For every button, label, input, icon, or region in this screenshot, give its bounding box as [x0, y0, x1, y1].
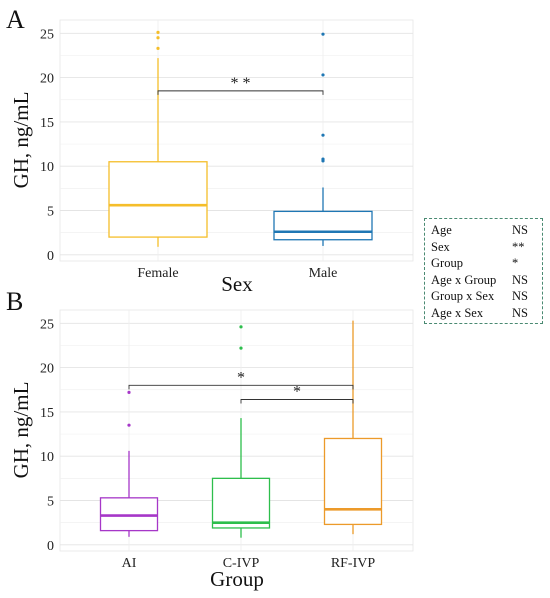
outlier-point [127, 423, 131, 427]
stat-row: Age x Group NS [431, 272, 538, 289]
x-tick-label: Female [137, 266, 178, 281]
iqr-box [273, 210, 373, 241]
stat-row: Age x Sex NS [431, 305, 538, 322]
x-tick-label: AI [122, 556, 137, 571]
iqr-box [99, 497, 159, 532]
y-tick-label: 5 [47, 204, 54, 219]
stat-significance: NS [512, 223, 528, 237]
stat-row: Group x Sex NS [431, 288, 538, 305]
outlier-point [321, 32, 325, 36]
y-tick-label: 20 [40, 72, 54, 87]
significance-label: * [293, 383, 301, 400]
x-tick-label: Male [309, 266, 338, 281]
stat-term: Sex [431, 239, 450, 254]
y-tick-label: 20 [40, 362, 54, 377]
outlier-point [156, 30, 160, 35]
significance-bracket: * * [157, 75, 324, 95]
x-tick-label: RF-IVP [331, 556, 376, 571]
y-tick-label: 25 [40, 317, 54, 332]
outlier-point [239, 325, 243, 329]
stat-row: Sex ** [431, 239, 538, 256]
stat-significance: * [512, 256, 519, 271]
panel-a-plot: 0 5 10 15 20 25 Female Male * * [40, 20, 413, 281]
outlier-point [156, 36, 160, 40]
stat-significance: NS [512, 305, 528, 320]
significance-label: * * [231, 75, 251, 92]
stat-term: Group x Sex [431, 289, 495, 304]
significance-bracket: * [128, 369, 354, 390]
stat-significance: ** [512, 239, 525, 254]
box-c-ivp [211, 325, 271, 538]
iqr-box [211, 477, 271, 529]
box-male [273, 32, 373, 246]
y-tick-label: 15 [40, 406, 54, 421]
panel-a-y-axis-title: GH, ng/mL [9, 92, 33, 189]
stat-row: Group * [431, 255, 538, 272]
y-tick-label: 0 [47, 539, 54, 554]
panel-b-plot: 0 5 10 15 20 25 AI C-IVP RF-IVP * * [40, 310, 413, 571]
box-female [108, 30, 208, 247]
y-tick-label: 10 [40, 450, 54, 465]
panel-letter-b: B [6, 287, 23, 316]
y-tick-label: 25 [40, 27, 54, 42]
box-rf-ivp [323, 320, 383, 535]
stats-legend-box: Age NS Sex ** Group * Age x Group NS Group x Sex… [424, 218, 543, 324]
stat-term: Age [431, 223, 452, 237]
outlier-point [239, 346, 243, 350]
panel-b-x-axis-title: Group [210, 567, 264, 591]
outlier-point [321, 133, 325, 137]
bracket-line [128, 384, 354, 390]
iqr-box [323, 437, 383, 526]
panel-b-y-axis-title: GH, ng/mL [9, 382, 33, 479]
x-tick-label: C-IVP [223, 556, 260, 571]
stat-term: Age x Sex [431, 305, 484, 320]
stat-significance: NS [512, 289, 528, 304]
bracket-line [157, 90, 324, 95]
stat-term: Group [431, 256, 463, 271]
y-tick-label: 15 [40, 116, 54, 131]
y-tick-label: 0 [47, 249, 54, 264]
panel-letter-a: A [6, 5, 25, 34]
significance-bracket: * [240, 383, 354, 404]
outlier-point [321, 73, 325, 77]
panel-a-x-axis-title: Sex [221, 272, 253, 296]
stat-significance: NS [512, 272, 528, 287]
box-ai [99, 390, 159, 537]
stat-term: Age x Group [431, 272, 497, 287]
y-tick-label: 10 [40, 160, 54, 175]
outlier-point [127, 390, 131, 395]
significance-label: * [237, 369, 245, 386]
stat-row: Age NS [431, 222, 538, 239]
bracket-line [240, 399, 354, 404]
y-tick-label: 5 [47, 494, 54, 509]
outlier-point [321, 157, 325, 161]
iqr-box [108, 161, 208, 238]
outlier-point [156, 46, 160, 50]
